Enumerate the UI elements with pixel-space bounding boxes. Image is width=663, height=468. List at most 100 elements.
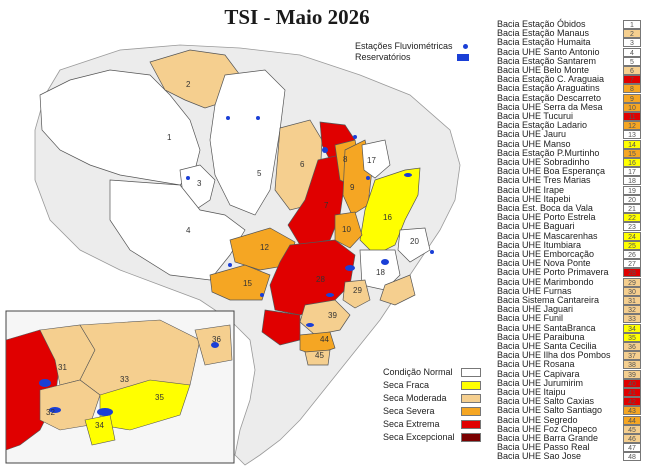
station-legend: Estações Fluviométricas Reservatórios bbox=[355, 41, 470, 63]
basin-color-swatch: 42 bbox=[623, 397, 641, 407]
basin-legend-row: Bacia UHE Boa Esperança 17 bbox=[497, 166, 662, 177]
basin-legend-row: Bacia Estação C. Araguaia 7 bbox=[497, 74, 662, 85]
basin-name: Bacia UHE Santo Antonio bbox=[497, 46, 600, 57]
basin-name: Bacia UHE Baguari bbox=[497, 221, 575, 232]
basin-legend-row: Bacia UHE SantaBranca 34 bbox=[497, 323, 662, 334]
basin-legend-row: Bacia UHE Jurumirim 40 bbox=[497, 377, 662, 389]
condition-label: Seca Fraca bbox=[383, 380, 430, 390]
basin-legend-row: Bacia Estação Humaita 3 bbox=[497, 37, 662, 48]
basin-name: Bacia UHE Jurumirim bbox=[497, 377, 584, 388]
basin-name: Bacia UHE Marimbondo bbox=[497, 276, 594, 287]
basin-east bbox=[379, 274, 416, 306]
basin-name: Bacia UHE Segredo bbox=[497, 414, 578, 425]
basin-legend-row: Bacia UHE Foz Chapeco 45 bbox=[497, 424, 662, 435]
basin-color-swatch: 5 bbox=[623, 56, 641, 66]
basin-29 bbox=[342, 279, 371, 309]
inset-label-34: 34 bbox=[95, 421, 104, 430]
inset-label-35: 35 bbox=[155, 393, 164, 402]
basin-name: Bacia UHE Irape bbox=[497, 184, 565, 195]
stations-legend-label: Estações Fluviométricas bbox=[355, 41, 453, 51]
condition-swatch bbox=[461, 394, 481, 403]
basin-name: Bacia UHE Itapebi bbox=[497, 193, 571, 204]
basin-name: Bacia UHE Manso bbox=[497, 138, 571, 149]
map-label-12: 12 bbox=[260, 243, 269, 252]
basin-name: Bacia UHE Rosana bbox=[497, 359, 575, 370]
basin-10 bbox=[334, 211, 363, 249]
condition-swatch bbox=[461, 368, 481, 377]
basin-legend-row: Bacia UHE Tucurui 11 bbox=[497, 111, 662, 122]
condition-swatch bbox=[461, 381, 481, 390]
basin-legend-row: Bacia UHE Capivara 39 bbox=[497, 368, 662, 380]
inset-label-36: 36 bbox=[212, 335, 221, 344]
basin-color-swatch: 31 bbox=[623, 296, 641, 305]
inset-34 bbox=[84, 414, 116, 446]
basin-name: Bacia Estação Araguatins bbox=[497, 83, 600, 94]
condition-legend-row: Seca Fraca bbox=[383, 380, 503, 391]
basin-name: Bacia UHE Porto Estrela bbox=[497, 212, 596, 223]
basin-name: Bacia Estação P.Murtinho bbox=[497, 147, 600, 158]
basin-color-swatch: 26 bbox=[623, 250, 641, 259]
basin-name: Bacia UHE Itumbiara bbox=[497, 239, 582, 250]
map-label-18: 18 bbox=[376, 268, 385, 277]
basin-legend-row: Bacia Estação Manaus 2 bbox=[497, 28, 662, 39]
basin-legend-row: Bacia UHE Baguari 23 bbox=[497, 221, 662, 232]
basin-legend-row: Bacia UHE Barra Grande 46 bbox=[497, 433, 662, 444]
basin-color-swatch: 38 bbox=[623, 360, 641, 370]
basin-legend-row: Bacia UHE Segredo 44 bbox=[497, 414, 662, 426]
basin-name: Bacia UHE Ilha dos Pombos bbox=[497, 350, 611, 361]
basin-name: Bacia UHE Capivara bbox=[497, 368, 580, 379]
basin-color-swatch: 41 bbox=[623, 388, 641, 397]
basin-color-swatch: 22 bbox=[623, 213, 641, 223]
basin-color-swatch: 46 bbox=[623, 434, 641, 443]
basin-name: Bacia UHE Paraibuna bbox=[497, 331, 585, 342]
basin-color-swatch: 15 bbox=[623, 148, 641, 158]
basin-color-swatch: 18 bbox=[623, 176, 641, 186]
basin-legend-row: Bacia Est. Boca da Vala 21 bbox=[497, 203, 662, 214]
map-label-1: 1 bbox=[167, 133, 172, 142]
reservoir-icon bbox=[457, 54, 470, 62]
basin-name: Bacia UHE Sao Jose bbox=[497, 451, 582, 462]
map-label-16: 16 bbox=[383, 213, 392, 222]
basin-legend-row: Bacia Estação Ladario 12 bbox=[497, 120, 662, 131]
condition-label: Condição Normal bbox=[383, 367, 453, 377]
basin-color-swatch: 23 bbox=[623, 222, 641, 232]
basin-legend-row: Bacia Estação Araguatins 8 bbox=[497, 83, 662, 94]
basin-5 bbox=[209, 69, 286, 216]
basin-name: Bacia Estação Óbidos bbox=[497, 19, 586, 29]
basin-legend-row: Bacia UHE Passo Real 47 bbox=[497, 442, 662, 453]
basin-color-swatch: 13 bbox=[623, 130, 641, 140]
map-label-2: 2 bbox=[186, 80, 191, 89]
condition-legend-row: Seca Extrema bbox=[383, 419, 503, 430]
basin-legend-row: Bacia UHE Tres Marias 18 bbox=[497, 175, 662, 186]
basin-name: Bacia Estação Humaita bbox=[497, 37, 591, 48]
basin-color-swatch: 24 bbox=[623, 231, 641, 241]
basin-name: Bacia Estação Manaus bbox=[497, 28, 590, 39]
basin-legend-row: Bacia UHE Salto Santiago 43 bbox=[497, 405, 662, 416]
basin-color-swatch: 29 bbox=[623, 277, 641, 287]
basin-4 bbox=[109, 179, 246, 281]
condition-swatch bbox=[461, 433, 481, 442]
map-label-29: 29 bbox=[353, 286, 362, 295]
basin-legend-row: Bacia UHE Itapebi 20 bbox=[497, 193, 662, 205]
basin-name: Bacia UHE Tres Marias bbox=[497, 175, 591, 186]
basin-color-swatch: 44 bbox=[623, 415, 641, 425]
map-label-10: 10 bbox=[342, 225, 351, 234]
map-label-6: 6 bbox=[300, 160, 305, 169]
basin-color-swatch: 37 bbox=[623, 351, 641, 361]
basin-legend-row: Bacia UHE Furnas 30 bbox=[497, 286, 662, 297]
basin-color-swatch: 1 bbox=[623, 20, 641, 29]
basin-legend-row: Bacia UHE Mascarenhas 24 bbox=[497, 231, 662, 242]
basin-color-swatch: 20 bbox=[623, 194, 641, 204]
basin-legend-row: Bacia UHE Emborcação 26 bbox=[497, 249, 662, 260]
basin-legend-row: Bacia UHE Itaipu 41 bbox=[497, 387, 662, 398]
basin-legend-row: Bacia Sistema Cantareira 31 bbox=[497, 295, 662, 306]
basin-color-swatch: 11 bbox=[623, 112, 641, 121]
reservoirs-legend-label: Reservatórios bbox=[355, 52, 411, 62]
reservoir-markers bbox=[39, 147, 412, 416]
basin-name: Bacia Estação C. Araguaia bbox=[497, 74, 605, 85]
basin-name: Bacia UHE Emborcação bbox=[497, 249, 595, 259]
basin-name: Bacia Estação Ladario bbox=[497, 120, 588, 131]
condition-legend-row: Seca Moderada bbox=[383, 393, 503, 404]
condition-label: Seca Severa bbox=[383, 406, 435, 416]
basin-color-swatch: 3 bbox=[623, 38, 641, 48]
